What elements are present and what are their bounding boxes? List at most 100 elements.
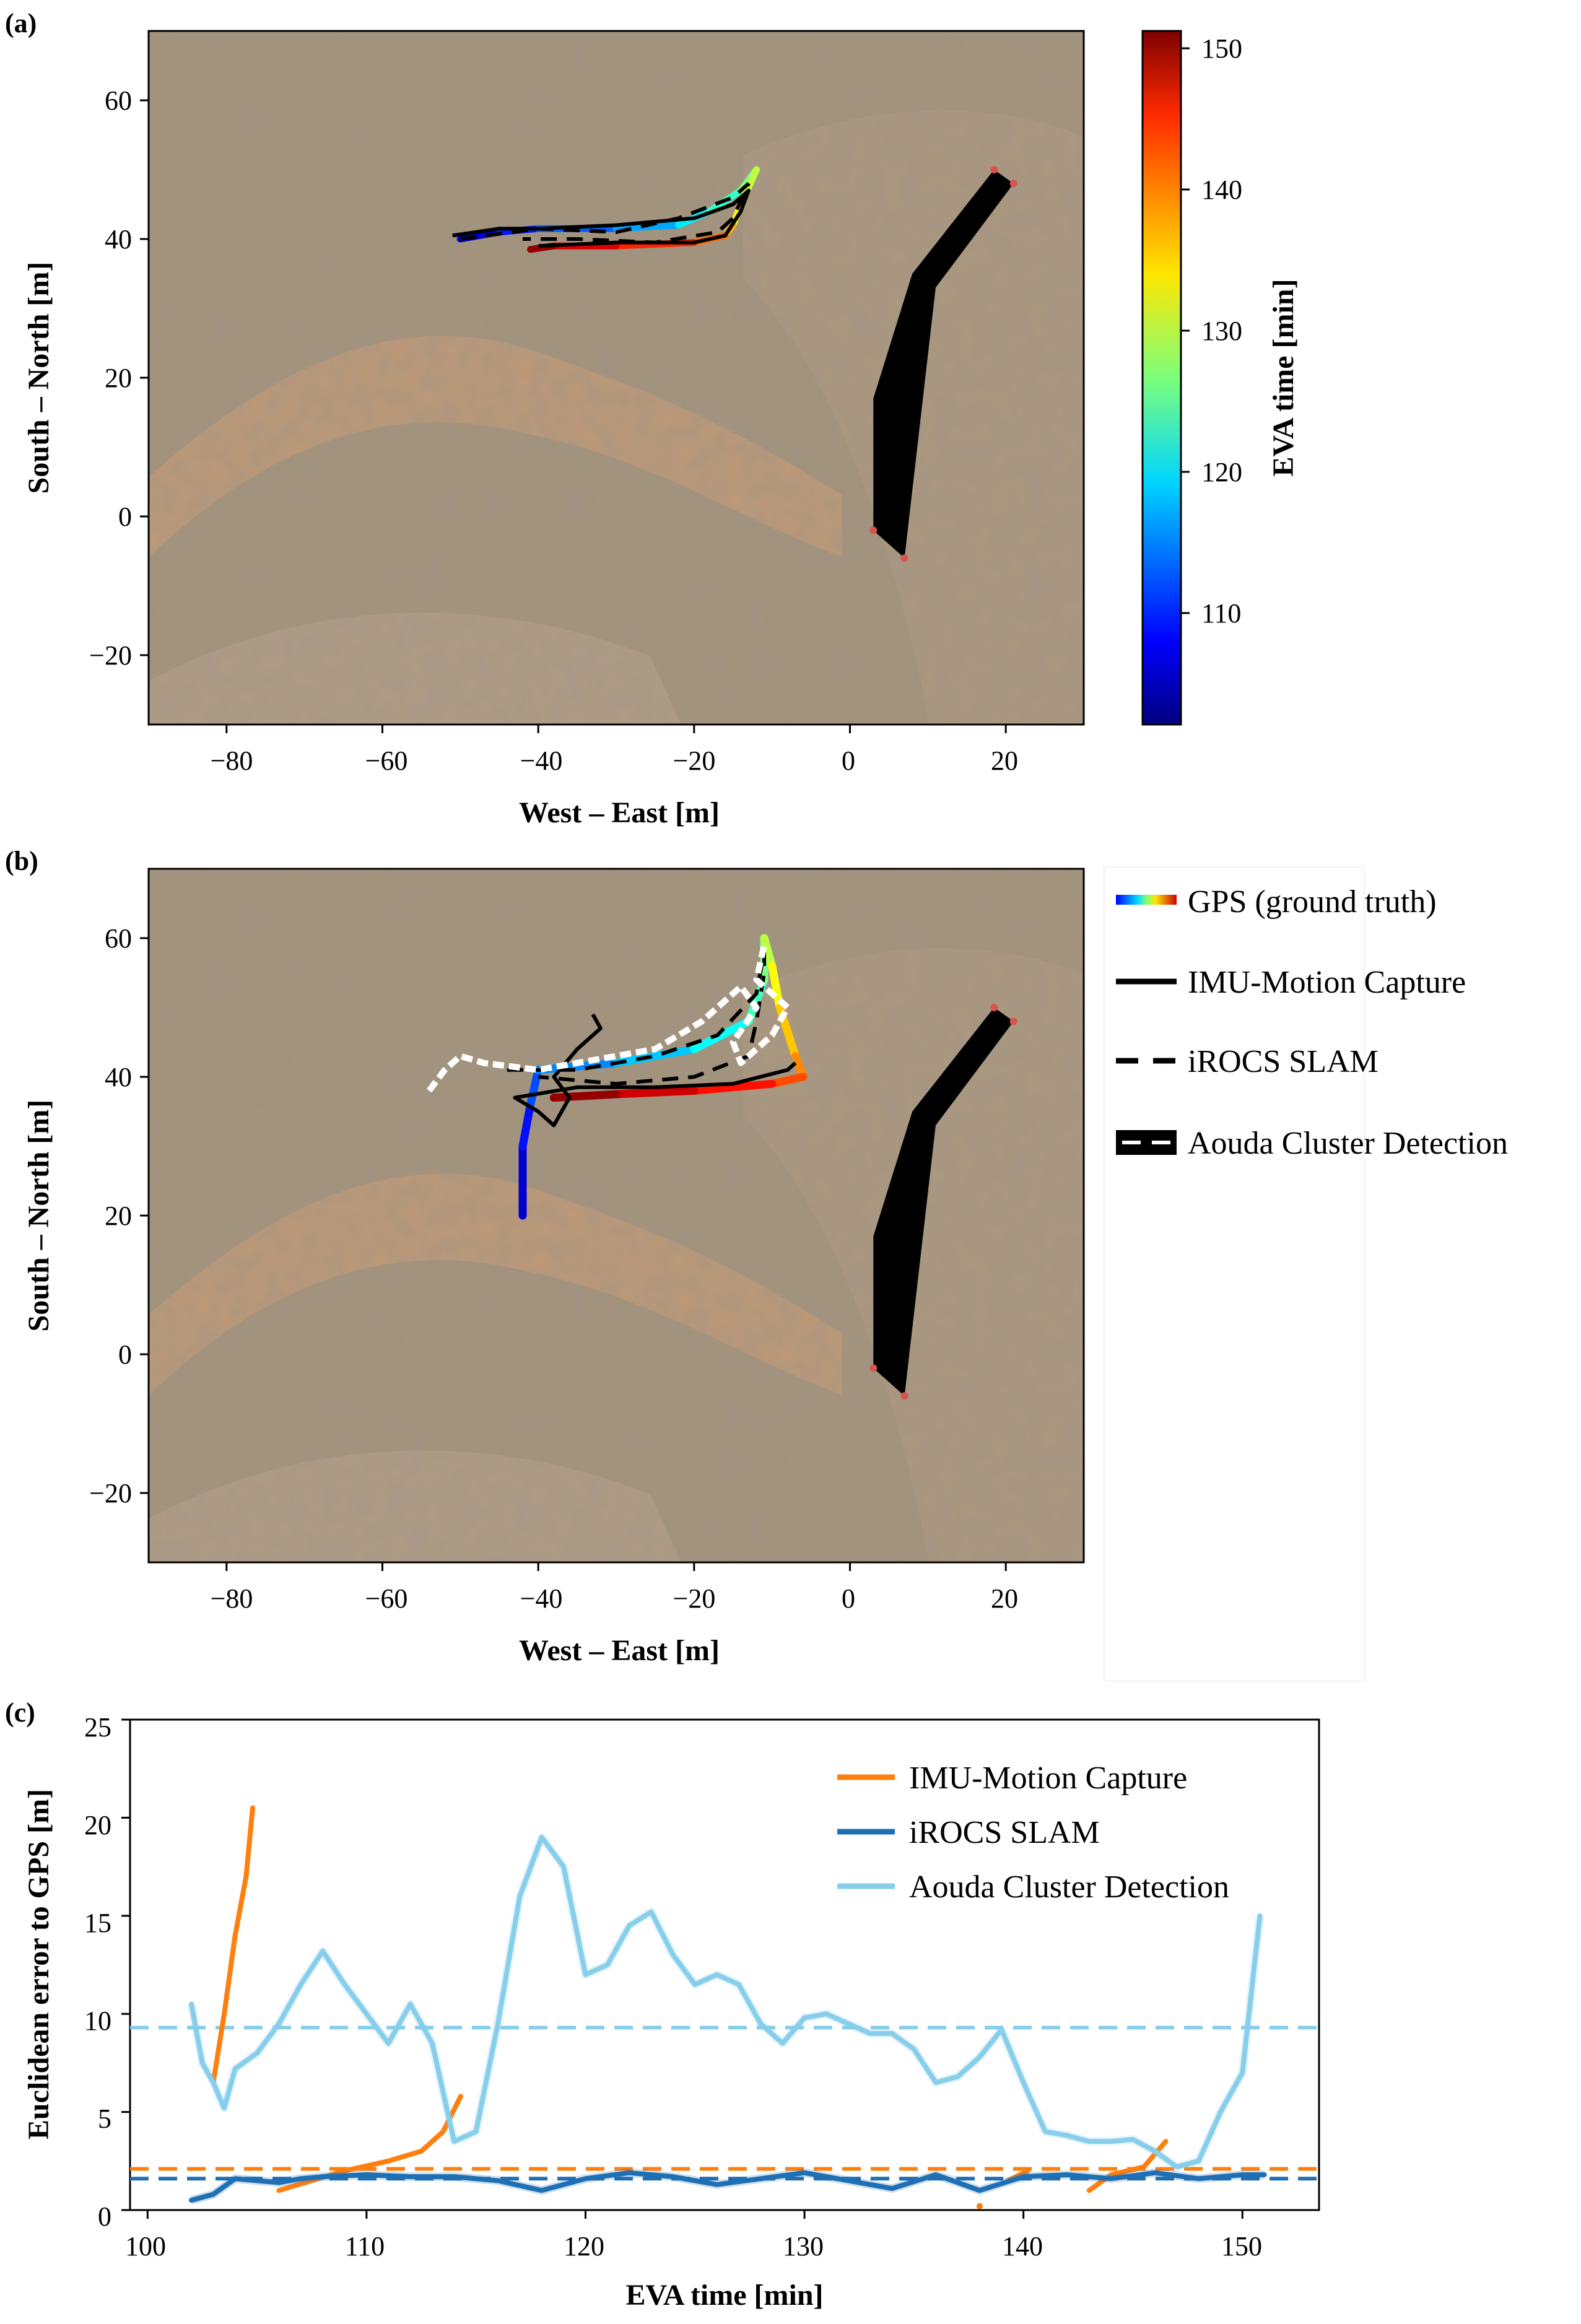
- panel-c-x-tick: 120: [564, 2231, 604, 2261]
- colorbar-tick-label: 150: [1201, 33, 1242, 64]
- panel-b-x-label: West – East [m]: [519, 1634, 720, 1667]
- panel-b-map: [149, 869, 1084, 1562]
- colorbar-label: EVA time [min]: [1267, 279, 1300, 476]
- aouda-track: [426, 944, 791, 1093]
- panel-c-ticks: [121, 1718, 1243, 2219]
- imu-point: [976, 2203, 983, 2209]
- panel-a-x-tick: −40: [520, 746, 563, 776]
- imu-track: [513, 1013, 797, 1128]
- panel-b-x-tick: −60: [365, 1583, 408, 1614]
- gps-track-segment: [768, 1073, 808, 1088]
- gps-track-segment: [690, 1017, 753, 1053]
- legend-label-slam: iROCS SLAM: [1188, 1044, 1378, 1079]
- panel-a-y-tick: 40: [105, 224, 132, 255]
- slam-track: [459, 182, 751, 245]
- panel-c-y-label: Euclidean error to GPS [m]: [22, 1789, 55, 2139]
- panel-a-y-tick: −20: [89, 640, 132, 671]
- panel-b-x-tick: −80: [211, 1583, 253, 1614]
- gps-track-segment: [690, 1079, 777, 1095]
- panel-a-map: [149, 31, 1084, 725]
- panel-b-y-tick: 60: [105, 923, 132, 954]
- panel-b-x-tick-labels: −80 −60 −40 −20 0 20: [211, 1583, 1018, 1614]
- panel-b-y-tick: −20: [89, 1478, 132, 1508]
- panel-c-y-tick: 20: [84, 1810, 111, 1840]
- panel-c-x-tick: 150: [1221, 2231, 1262, 2261]
- panel-a-y-tick: 20: [105, 363, 132, 393]
- panel-a-letter: (a): [5, 8, 37, 38]
- panel-c-x-tick: 110: [345, 2231, 385, 2261]
- panel-a-x-tick: −80: [211, 746, 253, 776]
- panel-a-x-tick: 0: [842, 746, 855, 776]
- gps-track-segment: [612, 1045, 699, 1068]
- panel-c-y-tick: 25: [84, 1712, 111, 1743]
- colorbar-tick-label: 120: [1201, 457, 1242, 487]
- colorbar: [1141, 30, 1182, 726]
- aouda-detection-region: [873, 170, 1014, 559]
- aouda-error-line: [189, 1835, 1263, 2170]
- panel-c-x-tick: 100: [125, 2231, 166, 2261]
- detection-corner-point: [869, 1364, 878, 1372]
- slam-track: [507, 951, 767, 1086]
- panel-c-legend: IMU-Motion Capture iROCS SLAM Aouda Clus…: [837, 1760, 1229, 1905]
- panel-c-x-tick: 130: [783, 2231, 824, 2261]
- panel-c-lines: [130, 1805, 1319, 2209]
- panel-c-plot-area: [129, 1718, 1320, 2211]
- panel-a-y-label: South – North [m]: [22, 262, 55, 494]
- panel-c-y-tick: 5: [98, 2104, 111, 2134]
- legend-label-imu-c: IMU-Motion Capture: [909, 1760, 1187, 1796]
- gps-track-segment: [526, 1066, 542, 1109]
- imu-line-segment: [276, 2094, 463, 2193]
- detection-corner-point: [869, 526, 878, 534]
- panel-b-y-label: South – North [m]: [22, 1100, 55, 1332]
- legend-label-aouda: Aouda Cluster Detection: [1188, 1126, 1508, 1161]
- colorbar-tick-label: 140: [1201, 175, 1242, 205]
- panel-a-y-tick: 0: [118, 502, 132, 532]
- panel-b-x-tick: 20: [991, 1583, 1018, 1614]
- gps-track-segment: [760, 934, 777, 970]
- panel-b-x-tick: 0: [842, 1583, 855, 1614]
- panel-a-x-tick: −60: [365, 746, 408, 776]
- panel-a-tracks: [452, 166, 1017, 562]
- legend-swatch-gps: [1116, 895, 1177, 905]
- panel-b-x-tick: −40: [520, 1583, 563, 1614]
- panel-b-y-tick: 20: [105, 1201, 132, 1231]
- detection-corner-point: [900, 554, 908, 562]
- detection-corner-point: [990, 166, 998, 173]
- panel-c-y-tick: 10: [84, 2006, 111, 2036]
- panel-a-x-label: West – East [m]: [519, 796, 720, 829]
- legend-label-slam-c: iROCS SLAM: [909, 1815, 1100, 1850]
- panel-b-letter: (b): [5, 846, 38, 876]
- panel-b-y-tick: 0: [118, 1339, 132, 1370]
- colorbar-ticks: 150 140 130 120 110: [1181, 33, 1242, 629]
- gps-track-segment: [518, 1100, 535, 1151]
- detection-corner-point: [1009, 1017, 1017, 1025]
- imu-line-segment: [211, 1805, 256, 2086]
- panel-a-x-tick-labels: −80 −60 −40 −20 0 20: [211, 746, 1018, 776]
- legend-label-aouda-c: Aouda Cluster Detection: [909, 1869, 1229, 1905]
- panel-c-y-tick: 0: [98, 2201, 111, 2232]
- panel-c-y-tick: 15: [84, 1908, 111, 1938]
- colorbar-tick-label: 130: [1201, 316, 1242, 346]
- legend-label-imu: IMU-Motion Capture: [1188, 965, 1466, 1000]
- panel-a-y-tick-labels: 60 40 20 0 −20: [89, 85, 132, 671]
- panel-c-letter: (c): [5, 1697, 35, 1728]
- gps-track-segment: [549, 1090, 621, 1102]
- panel-b-y-tick-labels: 60 40 20 0 −20: [89, 923, 132, 1508]
- panel-b-legend: GPS (ground truth) IMU-Motion Capture iR…: [1104, 866, 1508, 1682]
- gps-track-segment: [768, 962, 784, 1012]
- detection-corner-point: [900, 1392, 908, 1400]
- gps-track-segment: [612, 1086, 699, 1099]
- panel-a-x-tick: −20: [673, 746, 716, 776]
- panel-b-tracks: [426, 934, 1017, 1400]
- panel-a-y-tick: 60: [105, 85, 132, 116]
- detection-corner-point: [1009, 180, 1017, 188]
- panel-a-ticks: [140, 99, 1007, 733]
- panel-c-x-tick: 140: [1002, 2231, 1043, 2261]
- panel-b-y-tick: 40: [105, 1062, 132, 1092]
- panel-c-x-label: EVA time [min]: [625, 2279, 823, 2312]
- panel-b-ticks: [140, 937, 1007, 1571]
- detection-corner-point: [990, 1004, 998, 1011]
- legend-label-gps: GPS (ground truth): [1188, 884, 1437, 920]
- aouda-detection-region: [873, 1008, 1014, 1396]
